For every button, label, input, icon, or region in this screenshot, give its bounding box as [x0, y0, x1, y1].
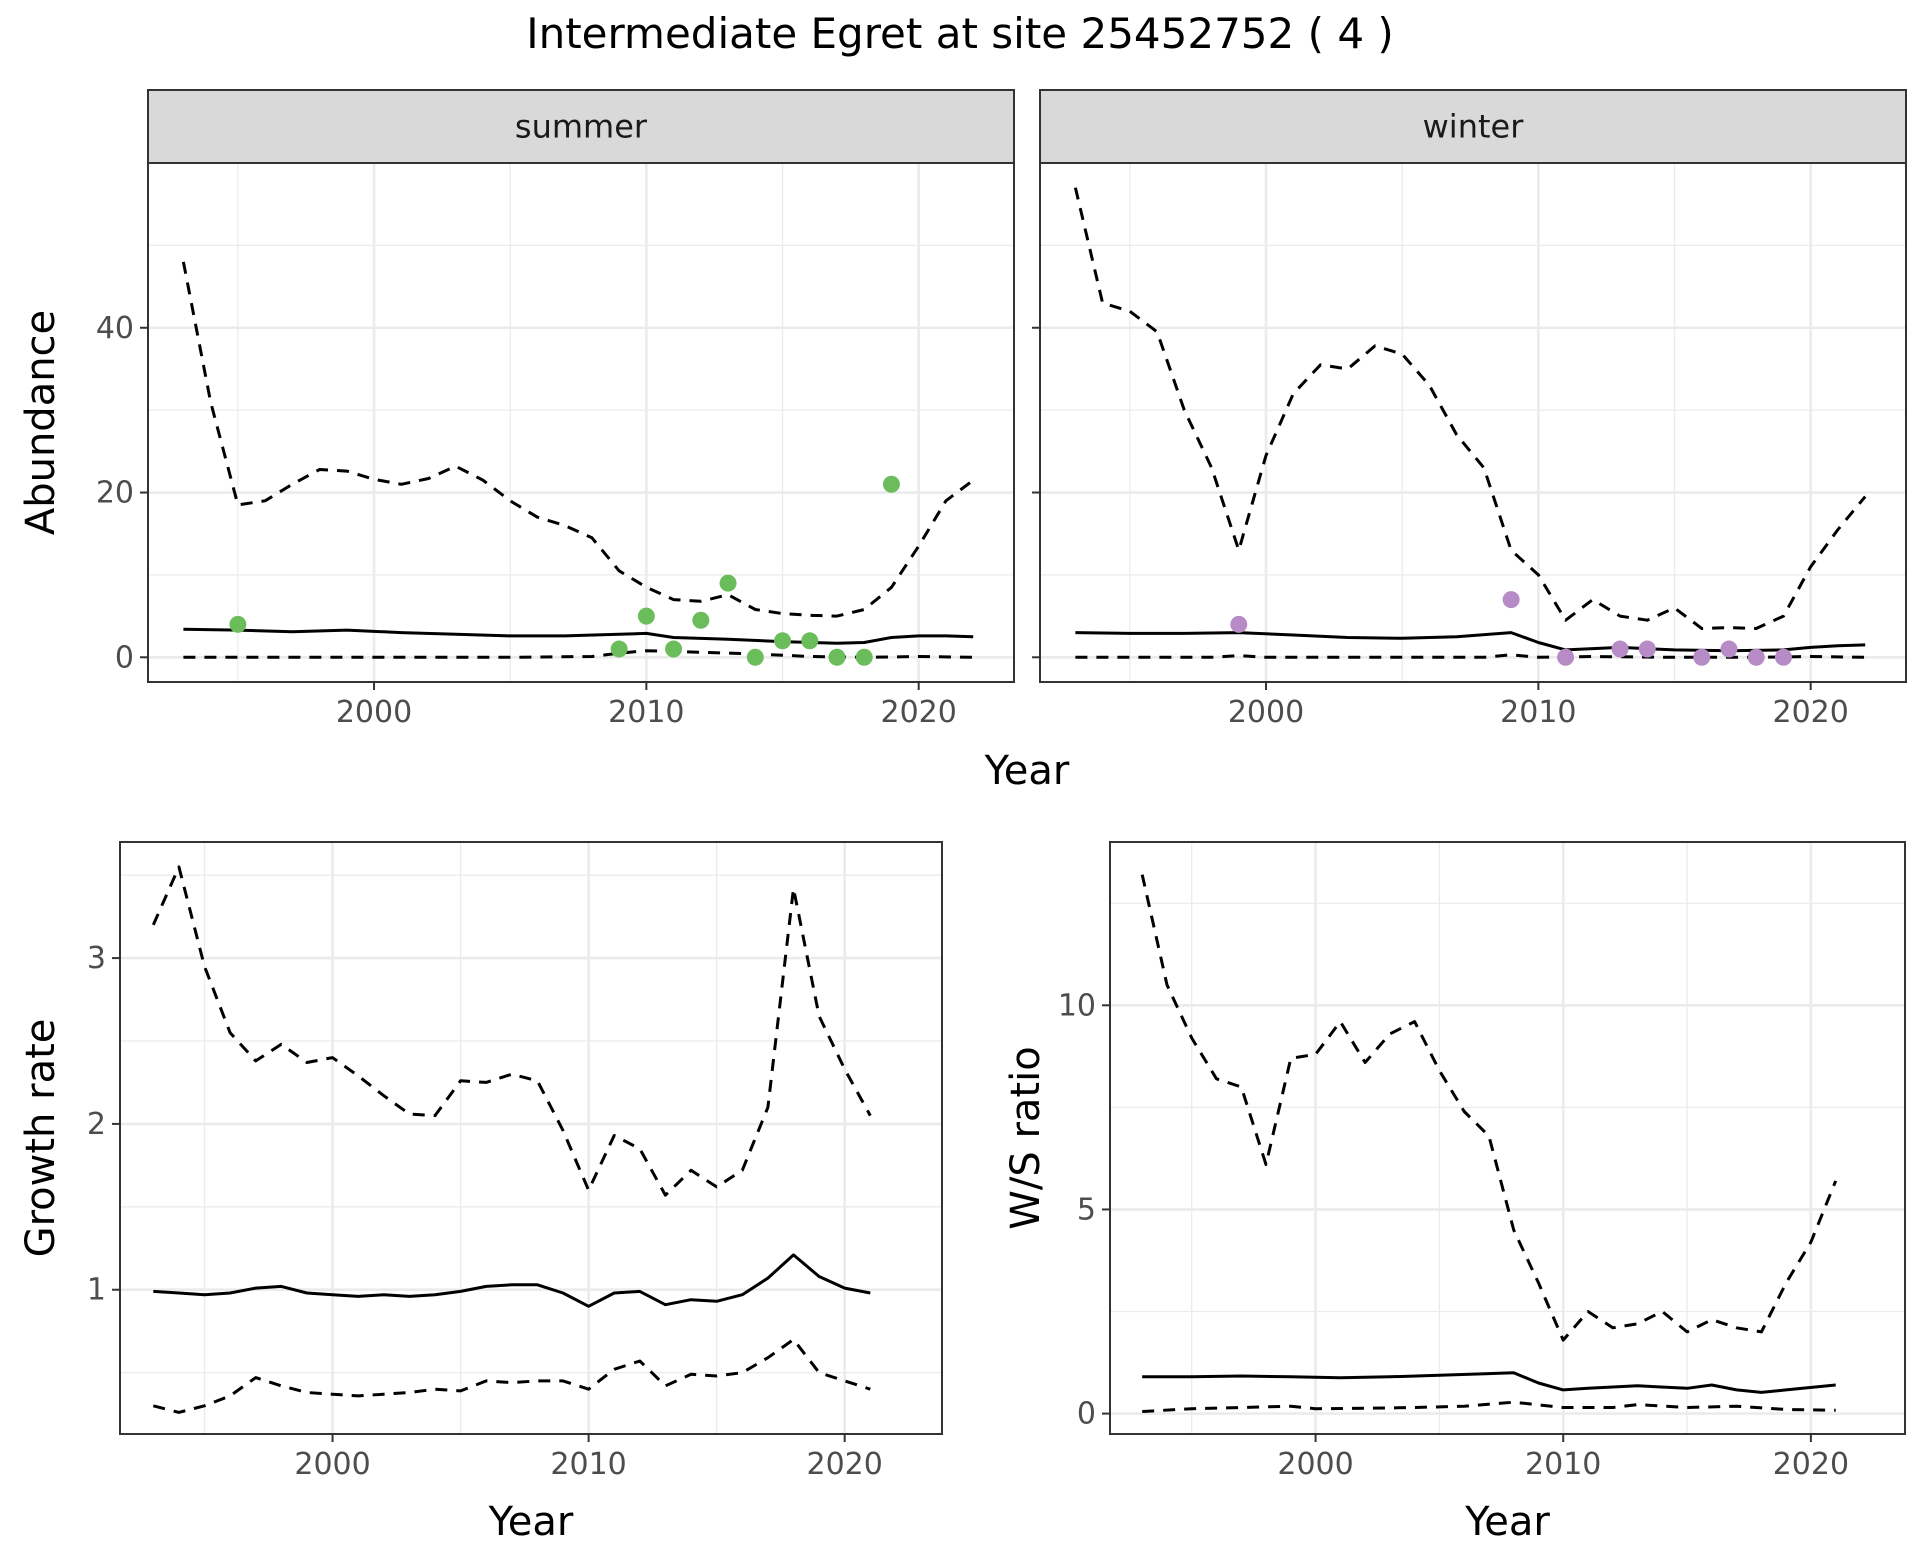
y-tick-label: 5 [1077, 1192, 1096, 1227]
x-tick-label: 2000 [336, 695, 412, 730]
panel-summer: summer 2000 2010 2020 0 20 40 Abundance [18, 89, 1015, 730]
x-tick-label: 2020 [1773, 1447, 1849, 1482]
observed-point [1747, 648, 1765, 666]
x-axis: 2000 2010 2020 [294, 1434, 883, 1482]
plot-area [1040, 163, 1906, 682]
observed-point [774, 632, 792, 650]
plot-area [148, 163, 1014, 682]
figure-title: Intermediate Egret at site 25452752 ( 4 … [526, 9, 1394, 58]
x-axis: 2000 2010 2020 [1228, 682, 1849, 730]
upper-line [181, 261, 975, 618]
observed-point [1693, 648, 1711, 666]
x-axis-title: Year [488, 1499, 574, 1545]
y-axis-title: Abundance [18, 310, 64, 535]
y-axis [1032, 326, 1040, 659]
estimate-line [1142, 1371, 1836, 1394]
observed-point [855, 648, 873, 666]
y-axis: 0 5 10 [1058, 988, 1110, 1432]
facet-strip-label: winter [1423, 108, 1525, 146]
estimate-line [153, 1253, 871, 1308]
x-axis: 2000 2010 2020 [1277, 1434, 1849, 1482]
x-tick-label: 2020 [1773, 695, 1849, 730]
upper-line [1073, 187, 1867, 630]
upper-line [151, 865, 872, 1197]
x-tick-label: 2020 [881, 695, 957, 730]
observed-point [229, 615, 247, 633]
observed-point [746, 648, 764, 666]
y-tick-label: 0 [1077, 1397, 1096, 1432]
estimate-line [183, 627, 974, 645]
gridlines [120, 842, 942, 1434]
observed-point [1557, 648, 1575, 666]
observed-point [637, 607, 655, 625]
plot-area [1110, 842, 1905, 1434]
estimate-line [1075, 631, 1866, 653]
observed-points [229, 475, 900, 666]
x-axis: 2000 2010 2020 [336, 682, 957, 730]
x-tick-label: 2010 [1525, 1447, 1601, 1482]
gridlines [1040, 162, 1906, 682]
lower-line [1075, 653, 1866, 659]
observed-point [882, 475, 900, 493]
panel-winter: winter 2000 2010 2020 [1032, 89, 1907, 730]
facet-strip [147, 89, 1015, 164]
y-axis: 1 2 3 [87, 941, 120, 1308]
upper-line [1140, 874, 1838, 1342]
facet-x-axis-title: Year [984, 748, 1070, 794]
y-tick-label: 10 [1058, 988, 1096, 1023]
lower-line [1142, 1400, 1836, 1413]
observed-point [610, 640, 628, 658]
panel-growth: 2000 2010 2020 1 2 3 Growth rate Year [18, 841, 943, 1545]
observed-point [801, 632, 819, 650]
y-tick-label: 1 [87, 1273, 106, 1308]
y-tick-label: 3 [87, 941, 106, 976]
x-tick-label: 2000 [1277, 1447, 1353, 1482]
observed-points [1230, 591, 1792, 666]
observed-point [1774, 648, 1792, 666]
panel-ws_ratio: 2000 2010 2020 0 5 10 W/S ratio Year [1003, 841, 1906, 1545]
y-tick-label: 20 [96, 476, 134, 511]
x-tick-label: 2020 [807, 1447, 883, 1482]
observed-point [828, 648, 846, 666]
facet-strip [1039, 89, 1907, 164]
y-axis: 0 20 40 [96, 311, 148, 675]
plot-area [120, 842, 942, 1434]
observed-point [1611, 640, 1629, 658]
y-tick-label: 2 [87, 1107, 106, 1142]
observed-point [719, 574, 737, 592]
y-axis-title: Growth rate [18, 1019, 64, 1258]
observed-point [692, 611, 710, 629]
panel-border [1109, 841, 1906, 1435]
x-tick-label: 2010 [550, 1447, 626, 1482]
lower-line [152, 1338, 871, 1414]
observed-point [1720, 640, 1738, 658]
y-tick-label: 40 [96, 311, 134, 346]
panel-border [119, 841, 943, 1435]
observed-point [665, 640, 683, 658]
x-tick-label: 2000 [1228, 695, 1304, 730]
facet-strip-label: summer [515, 108, 648, 146]
x-tick-label: 2000 [294, 1447, 370, 1482]
x-axis-title: Year [1464, 1499, 1550, 1545]
x-tick-label: 2010 [608, 695, 684, 730]
observed-point [1502, 591, 1520, 609]
observed-point [1230, 615, 1248, 633]
observed-point [1638, 640, 1656, 658]
x-tick-label: 2010 [1500, 695, 1576, 730]
y-axis-title: W/S ratio [1003, 1046, 1049, 1229]
y-tick-label: 0 [115, 640, 134, 675]
